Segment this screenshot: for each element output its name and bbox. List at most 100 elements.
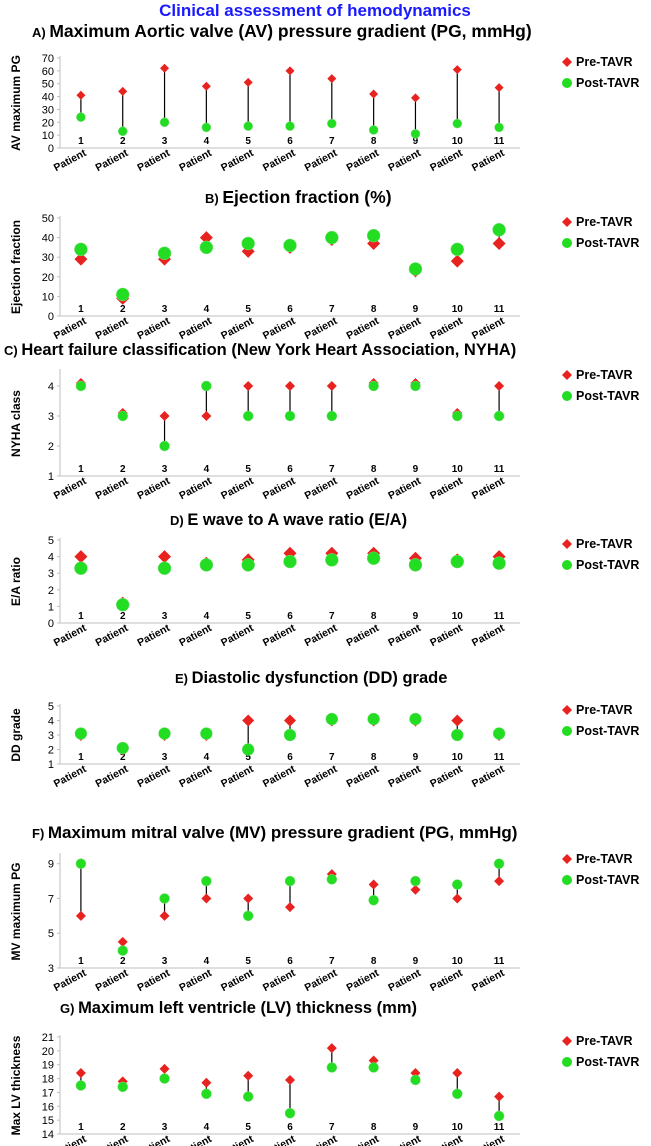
x-tick-label: 4 xyxy=(204,304,210,315)
post-tavr-point xyxy=(74,727,88,740)
y-tick-label: 16 xyxy=(42,1101,54,1113)
post-tavr-point xyxy=(493,1110,505,1122)
post-tavr-point xyxy=(159,1073,170,1084)
post-tavr-point xyxy=(75,1080,87,1091)
panel-title: A) Maximum Aortic valve (AV) pressure gr… xyxy=(32,21,532,41)
x-tick-label: 7 xyxy=(329,611,335,622)
x-tick-label: 1 xyxy=(78,611,84,622)
x-tick-label: 5 xyxy=(245,611,251,622)
patient-label: Patient xyxy=(428,967,465,994)
x-tick-label: 1 xyxy=(78,304,84,315)
x-tick-label: 6 xyxy=(287,464,293,475)
y-tick-label: 4 xyxy=(48,716,54,728)
pre-tavr-point xyxy=(75,910,86,921)
pre-tavr-point xyxy=(201,893,212,904)
post-tavr-point xyxy=(159,893,170,904)
pre-tavr-point xyxy=(74,252,88,266)
patient-label: Patient xyxy=(344,475,381,502)
patient-label: Patient xyxy=(219,475,256,502)
post-tavr-point xyxy=(283,554,297,569)
y-tick-label: 3 xyxy=(48,730,54,742)
x-tick-label: 4 xyxy=(204,136,210,147)
y-tick-label: 2 xyxy=(48,585,54,597)
y-tick-label: 2 xyxy=(48,745,54,757)
pre-tavr-point xyxy=(369,89,379,99)
patient-label: Patient xyxy=(177,147,214,174)
patient-label: Patient xyxy=(344,967,381,994)
post-tavr-point xyxy=(326,874,338,885)
y-tick-label: 30 xyxy=(42,104,54,116)
main-title: Clinical assessment of hemodynamics xyxy=(159,1,471,20)
y-tick-label: 5 xyxy=(48,535,54,547)
post-tavr-point xyxy=(327,118,337,129)
post-tavr-point xyxy=(158,727,171,740)
y-tick-label: 1 xyxy=(48,471,54,483)
pre-tavr-point xyxy=(201,1077,212,1088)
y-tick-label: 5 xyxy=(48,928,54,940)
post-tavr-point xyxy=(76,112,86,122)
patient-label: Patient xyxy=(94,967,131,994)
legend: Pre-TAVR Post-TAVR xyxy=(562,852,639,887)
post-tavr-point xyxy=(241,743,255,756)
patient-label: Patient xyxy=(219,622,256,649)
x-tick-label: 3 xyxy=(162,611,168,622)
x-tick-label: 9 xyxy=(413,752,419,763)
pre-tavr-point xyxy=(410,884,421,895)
x-tick-label: 11 xyxy=(494,136,505,147)
post-tavr-point xyxy=(366,228,381,243)
patient-label: Patient xyxy=(52,967,89,994)
post-tavr-point xyxy=(283,238,297,253)
x-tick-label: 3 xyxy=(162,464,168,475)
panel-letter: A) xyxy=(32,25,49,40)
y-tick-label: 9 xyxy=(48,859,54,871)
panel-title: F) Maximum mitral valve (MV) pressure gr… xyxy=(32,823,517,842)
patient-label: Patient xyxy=(470,147,507,174)
pre-tavr-point xyxy=(368,879,379,890)
post-tavr-point xyxy=(410,875,421,887)
pre-tavr-point xyxy=(159,411,170,421)
x-tick-label: 9 xyxy=(413,956,419,967)
y-tick-label: 20 xyxy=(42,117,54,129)
x-tick-label: 8 xyxy=(371,464,377,475)
patient-label: Patient xyxy=(344,1133,381,1146)
post-tavr-point xyxy=(117,1081,128,1093)
legend-post-label: Post-TAVR xyxy=(576,873,639,887)
panel-title-text: Maximum Aortic valve (AV) pressure gradi… xyxy=(49,21,531,41)
legend-pre-label: Pre-TAVR xyxy=(576,215,633,229)
pre-tavr-point xyxy=(326,381,337,391)
panel-c: C) Heart failure classification (New Yor… xyxy=(4,341,639,502)
post-tavr-point xyxy=(117,945,128,956)
pre-tavr-point xyxy=(243,77,253,87)
x-tick-label: 2 xyxy=(120,464,126,475)
y-axis-label: DD grade xyxy=(9,708,23,762)
legend-post-marker xyxy=(562,391,572,401)
patient-label: Patient xyxy=(303,315,340,342)
post-tavr-point xyxy=(201,122,212,133)
panel-b: B) Ejection fraction (%) 0 10 20 30 40 50 Eject… xyxy=(9,187,639,342)
legend-pre-marker xyxy=(562,217,572,227)
x-tick-label: 6 xyxy=(287,136,293,147)
patient-label: Patient xyxy=(470,622,507,649)
legend-post-marker xyxy=(562,1057,572,1067)
patient-label: Patient xyxy=(94,763,131,790)
post-tavr-point xyxy=(410,129,421,139)
pre-tavr-point xyxy=(326,1043,337,1054)
y-axis-label: Max LV thickness xyxy=(9,1035,23,1135)
post-tavr-point xyxy=(201,875,212,887)
x-tick-label: 3 xyxy=(162,752,168,763)
pre-tavr-point xyxy=(410,93,420,103)
y-tick-label: 50 xyxy=(42,213,54,225)
patient-label: Patient xyxy=(303,1133,340,1146)
panel-title-text: Maximum mitral valve (MV) pressure gradi… xyxy=(48,823,518,842)
patient-label: Patient xyxy=(219,967,256,994)
y-tick-label: 40 xyxy=(42,233,54,245)
x-tick-label: 7 xyxy=(329,304,335,315)
y-tick-label: 30 xyxy=(42,252,54,264)
y-tick-label: 60 xyxy=(42,66,54,78)
patient-label: Patient xyxy=(344,315,381,342)
patient-label: Patient xyxy=(219,315,256,342)
patient-label: Patient xyxy=(177,475,214,502)
post-tavr-point xyxy=(492,727,506,740)
legend-post-label: Post-TAVR xyxy=(576,76,639,90)
